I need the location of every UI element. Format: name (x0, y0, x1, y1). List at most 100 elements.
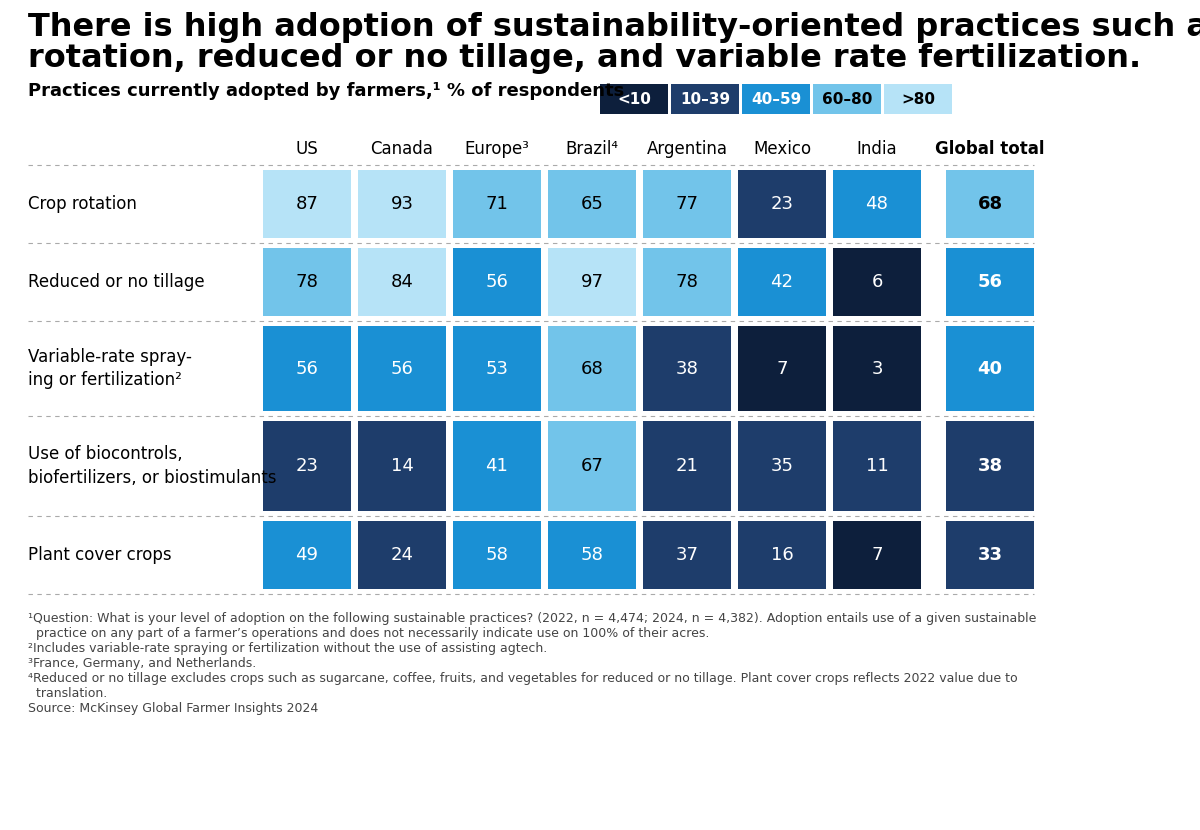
FancyBboxPatch shape (738, 170, 826, 238)
Text: 16: 16 (770, 546, 793, 564)
Text: 58: 58 (581, 546, 604, 564)
Text: 71: 71 (486, 195, 509, 213)
FancyBboxPatch shape (548, 248, 636, 316)
FancyBboxPatch shape (671, 84, 739, 114)
FancyBboxPatch shape (358, 521, 446, 589)
Text: 68: 68 (581, 359, 604, 378)
Text: 14: 14 (390, 457, 414, 475)
FancyBboxPatch shape (738, 248, 826, 316)
FancyBboxPatch shape (358, 326, 446, 411)
Text: 38: 38 (676, 359, 698, 378)
FancyBboxPatch shape (946, 170, 1034, 238)
Text: 33: 33 (978, 546, 1002, 564)
Text: 23: 23 (770, 195, 793, 213)
FancyBboxPatch shape (643, 326, 731, 411)
FancyBboxPatch shape (263, 170, 352, 238)
Text: 35: 35 (770, 457, 793, 475)
Text: Europe³: Europe³ (464, 140, 529, 158)
Text: ⁴Reduced or no tillage excludes crops such as sugarcane, coffee, fruits, and veg: ⁴Reduced or no tillage excludes crops su… (28, 672, 1018, 685)
Text: translation.: translation. (28, 687, 107, 700)
Text: Source: McKinsey Global Farmer Insights 2024: Source: McKinsey Global Farmer Insights … (28, 702, 318, 715)
Text: 93: 93 (390, 195, 414, 213)
Text: 58: 58 (486, 546, 509, 564)
Text: 78: 78 (295, 273, 318, 291)
FancyBboxPatch shape (454, 170, 541, 238)
Text: 87: 87 (295, 195, 318, 213)
Text: 97: 97 (581, 273, 604, 291)
FancyBboxPatch shape (742, 84, 810, 114)
FancyBboxPatch shape (454, 521, 541, 589)
Text: Variable-rate spray-
ing or fertilization²: Variable-rate spray- ing or fertilizatio… (28, 348, 192, 389)
Text: 11: 11 (865, 457, 888, 475)
Text: India: India (857, 140, 898, 158)
Text: 53: 53 (486, 359, 509, 378)
Text: Practices currently adopted by farmers,¹ % of respondents: Practices currently adopted by farmers,¹… (28, 82, 624, 100)
Text: 7: 7 (871, 546, 883, 564)
Text: 67: 67 (581, 457, 604, 475)
FancyBboxPatch shape (946, 326, 1034, 411)
FancyBboxPatch shape (643, 248, 731, 316)
FancyBboxPatch shape (548, 521, 636, 589)
FancyBboxPatch shape (358, 170, 446, 238)
Text: 56: 56 (390, 359, 414, 378)
FancyBboxPatch shape (833, 326, 922, 411)
FancyBboxPatch shape (738, 421, 826, 511)
FancyBboxPatch shape (833, 170, 922, 238)
FancyBboxPatch shape (454, 326, 541, 411)
Text: 3: 3 (871, 359, 883, 378)
FancyBboxPatch shape (814, 84, 881, 114)
FancyBboxPatch shape (548, 170, 636, 238)
FancyBboxPatch shape (946, 248, 1034, 316)
Text: Reduced or no tillage: Reduced or no tillage (28, 273, 205, 291)
FancyBboxPatch shape (358, 248, 446, 316)
FancyBboxPatch shape (263, 326, 352, 411)
Text: ²Includes variable-rate spraying or fertilization without the use of assisting a: ²Includes variable-rate spraying or fert… (28, 642, 547, 655)
Text: There is high adoption of sustainability-oriented practices such as crop: There is high adoption of sustainability… (28, 12, 1200, 43)
Text: 84: 84 (390, 273, 414, 291)
Text: Mexico: Mexico (752, 140, 811, 158)
Text: <10: <10 (617, 91, 650, 106)
FancyBboxPatch shape (454, 421, 541, 511)
FancyBboxPatch shape (884, 84, 952, 114)
Text: 56: 56 (978, 273, 1002, 291)
Text: 40: 40 (978, 359, 1002, 378)
FancyBboxPatch shape (738, 521, 826, 589)
FancyBboxPatch shape (643, 521, 731, 589)
Text: Argentina: Argentina (647, 140, 727, 158)
Text: 23: 23 (295, 457, 318, 475)
Text: ³France, Germany, and Netherlands.: ³France, Germany, and Netherlands. (28, 657, 257, 670)
FancyBboxPatch shape (946, 521, 1034, 589)
Text: 65: 65 (581, 195, 604, 213)
FancyBboxPatch shape (600, 84, 668, 114)
Text: 6: 6 (871, 273, 883, 291)
FancyBboxPatch shape (643, 421, 731, 511)
Text: 24: 24 (390, 546, 414, 564)
Text: 56: 56 (486, 273, 509, 291)
Text: 78: 78 (676, 273, 698, 291)
FancyBboxPatch shape (643, 170, 731, 238)
Text: Use of biocontrols,
biofertilizers, or biostimulants: Use of biocontrols, biofertilizers, or b… (28, 445, 276, 487)
Text: ¹Question: What is your level of adoption on the following sustainable practices: ¹Question: What is your level of adoptio… (28, 612, 1037, 625)
FancyBboxPatch shape (548, 326, 636, 411)
FancyBboxPatch shape (263, 521, 352, 589)
Text: Canada: Canada (371, 140, 433, 158)
Text: 37: 37 (676, 546, 698, 564)
Text: 41: 41 (486, 457, 509, 475)
Text: 68: 68 (978, 195, 1002, 213)
Text: 60–80: 60–80 (822, 91, 872, 106)
FancyBboxPatch shape (263, 421, 352, 511)
FancyBboxPatch shape (263, 248, 352, 316)
Text: Plant cover crops: Plant cover crops (28, 546, 172, 564)
FancyBboxPatch shape (946, 421, 1034, 511)
Text: 77: 77 (676, 195, 698, 213)
FancyBboxPatch shape (833, 421, 922, 511)
Text: 49: 49 (295, 546, 318, 564)
Text: practice on any part of a farmer’s operations and does not necessarily indicate : practice on any part of a farmer’s opera… (28, 627, 709, 640)
Text: 38: 38 (978, 457, 1002, 475)
FancyBboxPatch shape (548, 421, 636, 511)
Text: 42: 42 (770, 273, 793, 291)
Text: rotation, reduced or no tillage, and variable rate fertilization.: rotation, reduced or no tillage, and var… (28, 43, 1141, 74)
Text: 56: 56 (295, 359, 318, 378)
FancyBboxPatch shape (454, 248, 541, 316)
Text: 10–39: 10–39 (680, 91, 730, 106)
